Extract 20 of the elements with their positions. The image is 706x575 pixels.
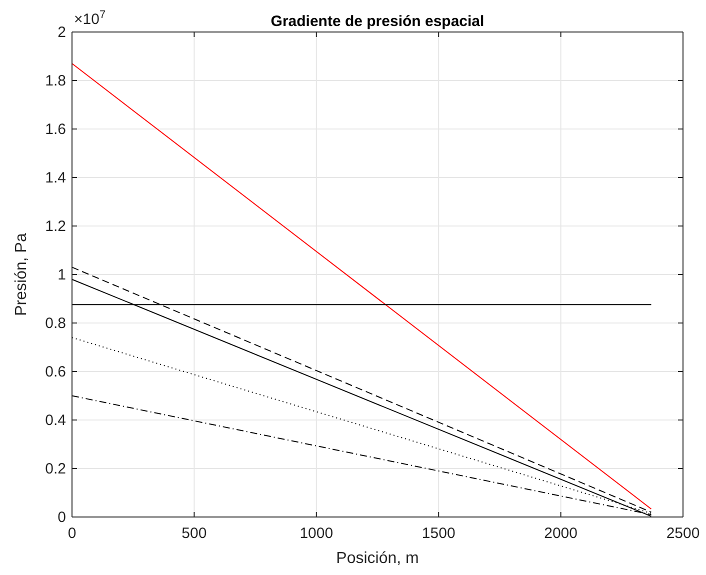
y-tick-label: 0.6 <box>45 363 66 380</box>
x-tick-label: 2500 <box>666 525 700 542</box>
y-tick-label: 2 <box>58 24 66 41</box>
x-tick-label: 500 <box>182 525 207 542</box>
x-tick-label: 2000 <box>544 525 578 542</box>
y-tick-label: 0.4 <box>45 412 66 429</box>
y-tick-label: 1 <box>58 266 66 284</box>
y-tick-label: 1.6 <box>45 120 66 138</box>
y-tick-label: 1.2 <box>45 218 66 235</box>
x-tick-label: 1500 <box>422 525 456 542</box>
x-tick-label: 1000 <box>300 525 334 542</box>
y-axis-title: Presión, Pa <box>13 233 30 316</box>
y-tick-label: 1.8 <box>45 72 66 90</box>
y-tick-label: 1.4 <box>45 169 66 186</box>
chart-title: Gradiente de presión espacial <box>270 13 484 30</box>
y-tick-label: 0 <box>58 508 66 526</box>
x-axis-title: Posición, m <box>336 550 419 567</box>
y-tick-label: 0.8 <box>45 314 66 332</box>
y-tick-label: 0.2 <box>45 460 66 478</box>
text: ×10$^{7}$ <box>74 9 106 28</box>
